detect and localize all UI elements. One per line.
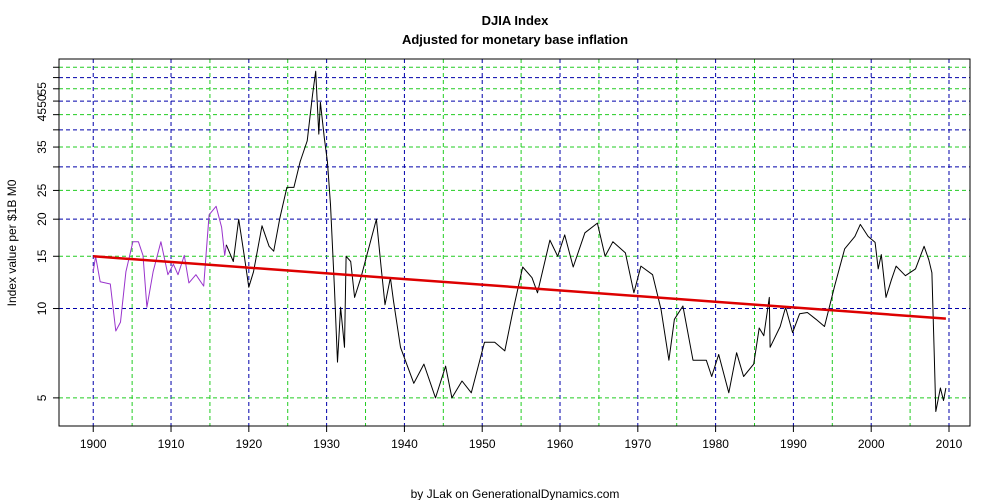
y-tick-label: 20 — [35, 212, 49, 226]
x-tick-label: 2000 — [858, 437, 885, 451]
x-tick-label: 1950 — [469, 437, 496, 451]
chart-title: DJIA Index — [482, 13, 549, 28]
x-tick-label: 1910 — [158, 437, 185, 451]
y-tick-label: 35 — [35, 140, 49, 154]
y-axis-label: Index value per $1B M0 — [5, 179, 19, 306]
y-tick-label: 10 — [35, 302, 49, 316]
x-tick-label: 1940 — [391, 437, 418, 451]
x-tick-label: 1990 — [780, 437, 807, 451]
grid-lines — [59, 59, 970, 426]
x-tick-label: 1980 — [702, 437, 729, 451]
y-tick-label: 25 — [35, 183, 49, 197]
series-line-1 — [225, 70, 947, 412]
x-tick-label: 1920 — [235, 437, 262, 451]
y-tick-label: 15 — [35, 249, 49, 263]
y-tick-label: 45 — [35, 108, 49, 122]
series-line-0 — [92, 205, 227, 332]
chart-caption: by JLak on GenerationalDynamics.com — [411, 487, 620, 500]
x-tick-label: 1900 — [80, 437, 107, 451]
series-lines — [92, 70, 947, 412]
x-tick-label: 2010 — [936, 437, 963, 451]
axes: 1900 1910 1920 1930 1940 1950 1960 1970 1980 1990… — [35, 66, 963, 451]
y-tick-label: 50 — [35, 94, 49, 108]
trend-line — [93, 255, 946, 320]
y-tick-label: 5 — [35, 394, 49, 401]
x-tick-label: 1960 — [547, 437, 574, 451]
x-tick-label: 1930 — [313, 437, 340, 451]
y-tick-label: 55 — [35, 82, 49, 96]
plot-frame — [58, 58, 971, 427]
x-tick-label: 1970 — [624, 437, 651, 451]
chart-subtitle: Adjusted for monetary base inflation — [402, 32, 628, 47]
